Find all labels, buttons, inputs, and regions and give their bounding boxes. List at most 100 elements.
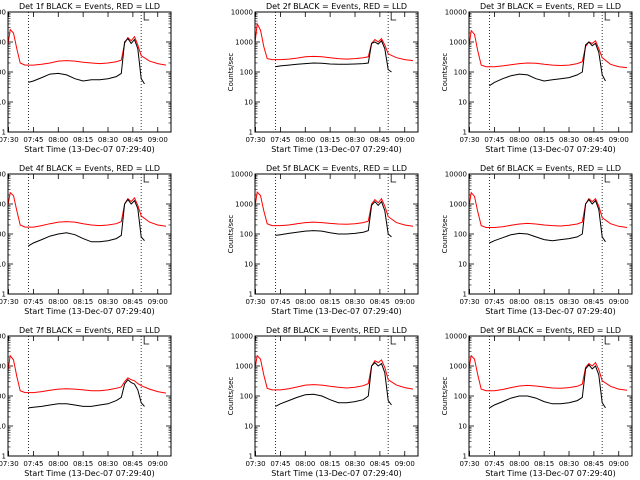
panel-title: Det 7f BLACK = Events, RED = LLD xyxy=(19,326,160,335)
y-tick-label: 10 xyxy=(0,99,6,107)
y-tick-label: 100 xyxy=(454,69,467,77)
y-tick-label: 10000 xyxy=(0,333,6,341)
y-tick-label: 10000 xyxy=(0,9,6,17)
x-tick-label: 08:30 xyxy=(345,460,365,468)
x-tick-label: 07:45 xyxy=(484,460,504,468)
x-tick-label: 08:30 xyxy=(559,460,579,468)
events-rate-line xyxy=(489,364,606,409)
x-tick-label: 08:15 xyxy=(320,460,340,468)
x-tick-label: 09:00 xyxy=(148,298,168,306)
x-axis-label: Start Time (13-Dec-07 07:29:40) xyxy=(24,145,155,154)
x-tick-label: 07:45 xyxy=(270,460,290,468)
x-tick-label: 07:30 xyxy=(245,460,265,468)
y-axis-label: Counts/sec xyxy=(441,215,449,254)
detector-panel: Det 4f BLACK = Events, RED = LLD Start Ti… xyxy=(0,164,172,316)
y-tick-label: 10000 xyxy=(445,9,467,17)
lld-rate-line xyxy=(254,191,414,227)
lld-rate-line xyxy=(468,29,628,69)
y-tick-label: 10000 xyxy=(0,171,6,179)
x-tick-label: 07:45 xyxy=(23,460,43,468)
x-tick-label: 09:00 xyxy=(609,136,629,144)
panel-title: Det 9f BLACK = Events, RED = LLD xyxy=(480,326,621,335)
x-tick-label: 08:00 xyxy=(509,136,529,144)
x-axis-label: Start Time (13-Dec-07 07:29:40) xyxy=(271,469,402,478)
x-tick-label: 07:30 xyxy=(459,298,479,306)
x-tick-label: 07:30 xyxy=(245,298,265,306)
attenuator-marker xyxy=(390,12,397,21)
detector-panel: Det 3f BLACK = Events, RED = LLD Start Ti… xyxy=(441,2,633,154)
x-tick-label: 08:00 xyxy=(48,136,68,144)
x-tick-label: 08:15 xyxy=(73,136,93,144)
x-tick-label: 09:00 xyxy=(609,298,629,306)
y-tick-label: 10 xyxy=(458,99,467,107)
y-tick-label: 1000 xyxy=(235,39,253,47)
events-rate-line xyxy=(275,361,392,407)
plot-frame xyxy=(254,335,419,457)
y-axis-label: Counts/sec xyxy=(441,53,449,92)
attenuator-marker xyxy=(604,12,611,21)
x-tick-label: 08:30 xyxy=(98,460,118,468)
x-tick-label: 09:00 xyxy=(148,460,168,468)
panel-title: Det 2f BLACK = Events, RED = LLD xyxy=(266,2,407,11)
x-tick-label: 08:45 xyxy=(123,298,143,306)
y-tick-label: 100 xyxy=(240,69,253,77)
attenuator-marker xyxy=(143,336,150,345)
y-axis-label: Counts/sec xyxy=(227,215,235,254)
plot-frame xyxy=(254,173,419,295)
x-tick-label: 09:00 xyxy=(395,298,415,306)
x-tick-label: 08:15 xyxy=(534,298,554,306)
y-tick-label: 1000 xyxy=(449,363,467,371)
y-tick-label: 100 xyxy=(0,231,6,239)
x-axis-label: Start Time (13-Dec-07 07:29:40) xyxy=(485,307,616,316)
x-tick-label: 07:30 xyxy=(459,460,479,468)
x-tick-label: 08:00 xyxy=(295,460,315,468)
attenuator-marker xyxy=(390,174,397,183)
x-tick-label: 08:00 xyxy=(295,136,315,144)
y-tick-label: 10 xyxy=(244,261,253,269)
panel-title: Det 4f BLACK = Events, RED = LLD xyxy=(19,164,160,173)
x-tick-label: 08:15 xyxy=(73,460,93,468)
y-tick-label: 10 xyxy=(458,261,467,269)
panel-title: Det 6f BLACK = Events, RED = LLD xyxy=(480,164,621,173)
y-tick-label: 1 xyxy=(2,291,6,299)
detector-panel: Det 2f BLACK = Events, RED = LLD Start Ti… xyxy=(227,2,419,154)
x-tick-label: 08:45 xyxy=(584,298,604,306)
y-tick-label: 10000 xyxy=(231,171,253,179)
lld-rate-line xyxy=(7,191,167,228)
x-axis-label: Start Time (13-Dec-07 07:29:40) xyxy=(24,307,155,316)
x-tick-label: 07:45 xyxy=(484,136,504,144)
lld-rate-line xyxy=(7,28,167,66)
plot-frame xyxy=(468,11,633,133)
x-tick-label: 09:00 xyxy=(395,136,415,144)
detector-panel: Det 8f BLACK = Events, RED = LLD Start Ti… xyxy=(227,326,419,478)
x-tick-label: 08:00 xyxy=(509,460,529,468)
y-tick-label: 1 xyxy=(249,129,253,137)
y-tick-label: 100 xyxy=(240,393,253,401)
x-tick-label: 08:45 xyxy=(370,460,390,468)
y-tick-label: 10000 xyxy=(231,333,253,341)
x-tick-label: 08:45 xyxy=(123,460,143,468)
y-tick-label: 100 xyxy=(454,231,467,239)
x-tick-label: 08:30 xyxy=(345,298,365,306)
y-tick-label: 1 xyxy=(249,291,253,299)
y-tick-label: 1000 xyxy=(0,39,6,47)
x-tick-label: 07:30 xyxy=(0,136,19,144)
events-rate-line xyxy=(489,41,606,87)
attenuator-marker xyxy=(390,336,397,345)
x-tick-label: 07:30 xyxy=(0,460,19,468)
y-tick-label: 10 xyxy=(244,99,253,107)
y-tick-label: 100 xyxy=(0,69,6,77)
events-rate-line xyxy=(28,37,145,85)
y-tick-label: 1 xyxy=(2,129,6,137)
y-axis-label: Counts/sec xyxy=(227,377,235,416)
x-tick-label: 07:45 xyxy=(23,136,43,144)
x-tick-label: 08:30 xyxy=(345,136,365,144)
y-tick-label: 1000 xyxy=(235,201,253,209)
x-tick-label: 09:00 xyxy=(609,460,629,468)
events-rate-line xyxy=(275,39,392,73)
attenuator-marker xyxy=(143,174,150,183)
x-tick-label: 07:45 xyxy=(270,298,290,306)
x-axis-label: Start Time (13-Dec-07 07:29:40) xyxy=(271,307,402,316)
x-tick-label: 08:00 xyxy=(48,460,68,468)
x-tick-label: 08:30 xyxy=(98,298,118,306)
